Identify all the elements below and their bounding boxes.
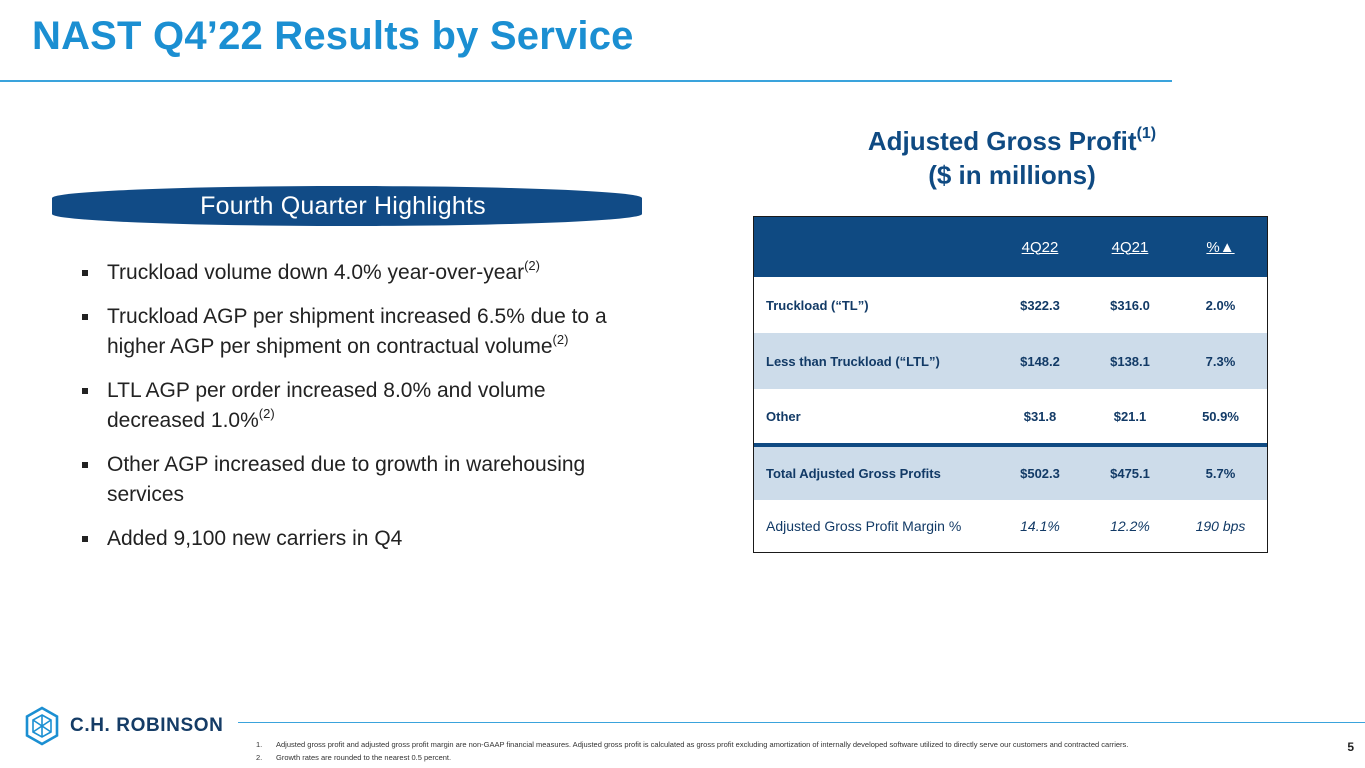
row-label: Adjusted Gross Profit Margin %: [766, 518, 962, 534]
bullet-item: Other AGP increased due to growth in war…: [76, 450, 646, 510]
hexagon-logo-icon: [25, 706, 59, 746]
cell-change: 5.7%: [1205, 466, 1236, 481]
cell-4q22: 14.1%: [1020, 518, 1060, 534]
table-row: Less than Truckload (“LTL”) $148.2 $138.…: [754, 333, 1267, 389]
bullet-item: Added 9,100 new carriers in Q4: [76, 524, 646, 554]
highlights-banner-label: Fourth Quarter Highlights: [200, 191, 486, 220]
bullet-item: LTL AGP per order increased 8.0% and vol…: [76, 376, 646, 436]
cell-4q21: $138.1: [1110, 353, 1150, 369]
bullet-text: LTL AGP per order increased 8.0% and vol…: [107, 379, 546, 432]
cell-change: 50.9%: [1202, 408, 1239, 424]
company-logo: C.H. ROBINSON: [24, 705, 223, 747]
table-row-total: Total Adjusted Gross Profits $502.3 $475…: [754, 447, 1267, 500]
footnotes: 1. Adjusted gross profit and adjusted gro…: [256, 738, 1256, 764]
cell-change: 7.3%: [1205, 353, 1236, 369]
footnote-text: Adjusted gross profit and adjusted gross…: [276, 740, 1129, 749]
footnote-ref: (2): [552, 332, 569, 347]
bullet-text: Truckload volume down 4.0% year-over-yea…: [107, 261, 525, 284]
cell-4q22: $148.2: [1020, 353, 1060, 369]
bullet-text: Other AGP increased due to growth in war…: [107, 453, 586, 506]
header-cell-change: %▲: [1206, 238, 1235, 256]
table-title-line2: ($ in millions): [928, 160, 1096, 190]
table-title-line1: Adjusted Gross Profit: [867, 126, 1137, 156]
row-label: Other: [766, 408, 801, 424]
table-row: Other $31.8 $21.1 50.9%: [754, 389, 1267, 443]
total-divider: [754, 443, 1267, 447]
footnote-item: 1. Adjusted gross profit and adjusted gro…: [256, 738, 1256, 751]
bullet-text: Added 9,100 new carriers in Q4: [107, 527, 403, 550]
table-header-row: 4Q22 4Q21 %▲: [754, 217, 1267, 277]
cell-4q22: $502.3: [1020, 466, 1060, 481]
highlights-banner: Fourth Quarter Highlights: [52, 186, 642, 226]
footer-divider: [238, 722, 1365, 723]
cell-change: 2.0%: [1205, 297, 1236, 313]
cell-4q21: 12.2%: [1110, 518, 1150, 534]
logo-wordmark: C.H. ROBINSON: [70, 715, 224, 736]
footnote-number: 2.: [256, 753, 263, 762]
cell-4q21: $475.1: [1110, 466, 1150, 481]
header-cell-4q22: 4Q22: [1021, 238, 1059, 256]
row-label: Less than Truckload (“LTL”): [766, 353, 940, 369]
header-cell-4q21: 4Q21: [1111, 238, 1149, 256]
bullet-text: Truckload AGP per shipment increased 6.5…: [107, 305, 607, 358]
cell-4q22: $322.3: [1020, 297, 1060, 313]
row-label: Total Adjusted Gross Profits: [766, 466, 941, 481]
title-divider: [0, 80, 1172, 82]
footnote-number: 1.: [256, 740, 263, 749]
page-number: 5: [1347, 740, 1354, 754]
cell-4q22: $31.8: [1023, 408, 1057, 424]
table-row: Truckload (“TL”) $322.3 $316.0 2.0%: [754, 277, 1267, 333]
footnote-text: Growth rates are rounded to the nearest …: [276, 753, 452, 762]
table-title: Adjusted Gross Profit(1) ($ in millions): [752, 124, 1272, 192]
cell-4q21: $21.1: [1113, 408, 1147, 424]
highlights-list: Truckload volume down 4.0% year-over-yea…: [76, 258, 646, 568]
bullet-item: Truckload AGP per shipment increased 6.5…: [76, 302, 646, 362]
agp-table: 4Q22 4Q21 %▲ Truckload (“TL”) $322.3 $31…: [753, 216, 1268, 553]
table-row-margin: Adjusted Gross Profit Margin % 14.1% 12.…: [754, 500, 1267, 552]
footnote-ref: (2): [524, 258, 540, 273]
footnote-ref: (1): [1136, 125, 1157, 142]
bullet-item: Truckload volume down 4.0% year-over-yea…: [76, 258, 646, 288]
page-title: NAST Q4’22 Results by Service: [32, 14, 634, 58]
cell-4q21: $316.0: [1110, 297, 1150, 313]
footnote-item: 2. Growth rates are rounded to the neares…: [256, 751, 1256, 764]
row-label: Truckload (“TL”): [766, 297, 869, 313]
footnote-ref: (2): [258, 406, 275, 421]
cell-change: 190 bps: [1195, 518, 1246, 534]
